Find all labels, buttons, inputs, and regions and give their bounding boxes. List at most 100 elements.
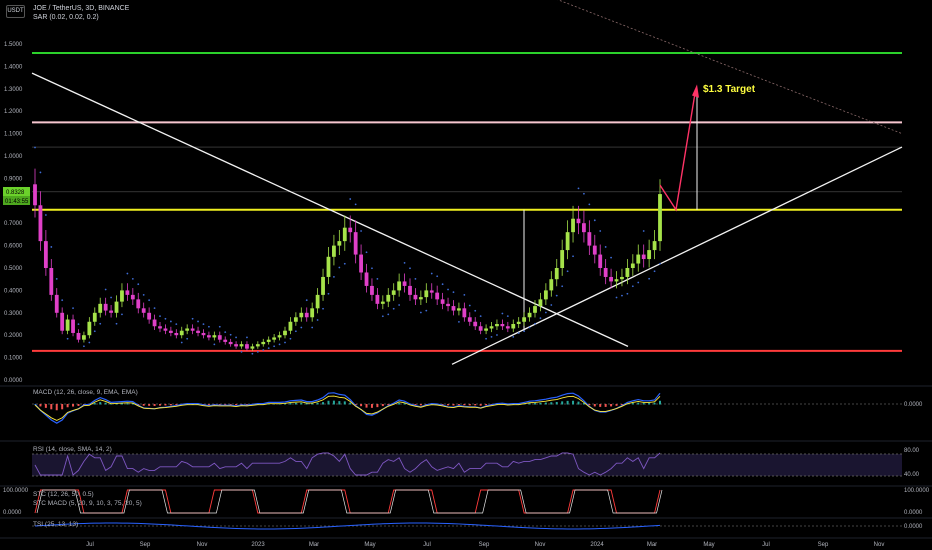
candle-body: [543, 290, 548, 300]
target-arrowhead: [692, 84, 699, 98]
sar-dot: [229, 333, 232, 336]
sar-dot: [93, 330, 96, 333]
y-tick-label: 0.3000: [4, 311, 23, 317]
candle-body: [587, 232, 592, 246]
macd-histogram-bar: [316, 402, 319, 405]
indicator-title: SAR (0.02, 0.02, 0.2): [33, 14, 99, 21]
macd-histogram-bar: [229, 404, 232, 405]
sar-dot: [534, 322, 536, 325]
macd-histogram-bar: [365, 404, 368, 408]
sar-dot: [409, 267, 411, 270]
candle-body: [467, 317, 472, 322]
target-annotation: $1.3 Target: [703, 84, 756, 95]
macd-histogram-bar: [637, 402, 640, 405]
macd-histogram-bar: [148, 404, 151, 406]
candle-body: [98, 303, 103, 313]
sar-dot: [240, 350, 243, 353]
sar-dot: [610, 256, 612, 259]
sar-dot: [164, 317, 167, 320]
candle-body: [82, 335, 86, 340]
candle-body: [582, 223, 586, 233]
y-tick-label: 0.2000: [4, 333, 23, 339]
candle-body: [397, 281, 402, 291]
sar-dot: [322, 307, 324, 310]
candle-body: [185, 328, 190, 331]
candle-body: [299, 312, 304, 318]
sar-dot: [66, 337, 69, 340]
candle-body: [288, 321, 293, 331]
y-tick-label: 1.5000: [4, 42, 23, 48]
sar-dot: [88, 341, 91, 344]
sar-dot: [338, 266, 341, 269]
candle-body: [609, 276, 613, 282]
sar-dot: [496, 334, 498, 336]
macd-histogram-bar: [66, 404, 69, 408]
sar-dot: [246, 336, 248, 339]
sar-dot: [267, 347, 270, 350]
sar-dot: [175, 323, 178, 326]
candle-body: [592, 245, 597, 255]
dotted-trendline: [557, 0, 903, 134]
y-tick-label: 0.0000: [4, 378, 23, 384]
macd-histogram-bar: [72, 404, 75, 407]
candle-body: [370, 285, 374, 295]
sar-dot: [588, 203, 591, 206]
macd-histogram-bar: [572, 400, 575, 405]
candle-body: [125, 290, 130, 295]
sar-dot: [300, 326, 303, 329]
sar-dot: [615, 296, 618, 299]
sar-dot: [566, 270, 569, 273]
y-tick-label: 0.6000: [4, 244, 23, 250]
candle-body: [435, 292, 440, 300]
macd-histogram-bar: [479, 404, 482, 406]
sar-dot: [414, 277, 417, 280]
candle-body: [636, 254, 641, 264]
y-tick-label: 0.5000: [4, 266, 23, 272]
macd-histogram-bar: [142, 404, 145, 406]
sar-dot: [523, 330, 526, 333]
candle-body: [152, 319, 157, 327]
sar-dot: [637, 281, 640, 284]
sar-dot: [213, 343, 216, 346]
price-label-box: [3, 187, 30, 196]
x-tick-label: May: [703, 542, 714, 548]
candle-body: [163, 328, 168, 331]
macd-histogram-bar: [343, 401, 346, 405]
macd-line: [34, 392, 661, 424]
macd-signal-line: [34, 395, 661, 421]
candle-body: [272, 337, 277, 340]
macd-histogram-bar: [235, 404, 238, 406]
candle-body: [234, 344, 238, 347]
macd-histogram-bar: [153, 404, 156, 406]
sar-dot: [642, 230, 645, 232]
macd-histogram-bar: [588, 404, 591, 406]
candle-body: [201, 332, 206, 336]
target-arrow: [659, 93, 696, 212]
sar-dot: [131, 277, 134, 280]
sar-dot: [555, 294, 558, 297]
candle-body: [228, 341, 233, 345]
macd-histogram-bar: [137, 404, 140, 405]
candle-body: [446, 303, 450, 307]
sar-dot: [577, 187, 580, 190]
rsi-tick-upper: 80.00: [904, 448, 920, 454]
sar-dot: [653, 270, 656, 273]
candle-body: [462, 308, 467, 318]
sar-dot: [631, 285, 634, 288]
candle-body: [103, 303, 108, 311]
candle-body: [277, 335, 282, 338]
sar-dot: [273, 345, 276, 348]
macd-histogram-bar: [610, 404, 613, 407]
sar-dot: [256, 350, 259, 353]
candle-body: [54, 294, 59, 313]
currency-badge[interactable]: USDT: [6, 5, 25, 18]
sar-dot: [419, 311, 422, 314]
candle-body: [92, 312, 97, 322]
stc-tick-upper: 100.0000: [904, 488, 930, 494]
candle-body: [391, 290, 396, 295]
macd-histogram-bar: [300, 402, 303, 405]
macd-histogram-bar: [441, 404, 444, 405]
sar-dot: [278, 343, 281, 346]
sar-dot: [501, 312, 504, 315]
